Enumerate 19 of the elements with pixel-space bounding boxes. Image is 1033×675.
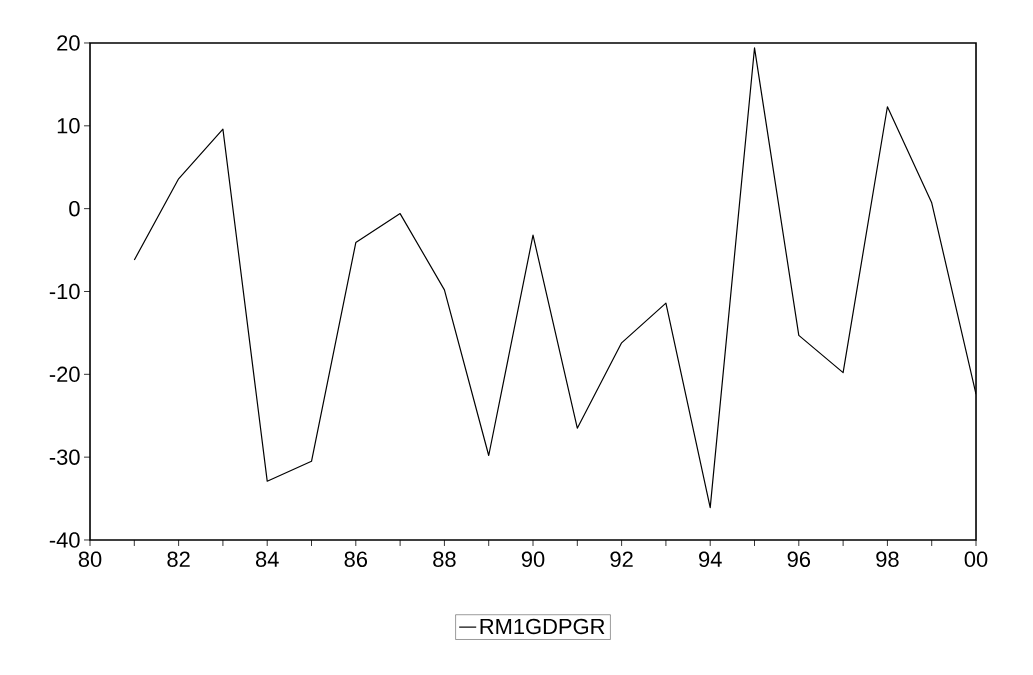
x-tick-label: 86	[344, 551, 368, 568]
x-tick-label: 80	[78, 551, 102, 568]
y-tick-label: -10	[49, 283, 80, 300]
x-tick-label: 92	[610, 551, 633, 568]
y-tick-label: -20	[49, 366, 80, 383]
y-tick-label: -40	[49, 532, 80, 548]
x-tick-label: 96	[787, 551, 811, 568]
x-tick-label: 94	[699, 551, 722, 568]
x-tick-label: 98	[876, 551, 899, 568]
x-tick-label: 84	[255, 551, 279, 568]
y-tick-label: -30	[49, 449, 80, 465]
x-tick-label: 00	[964, 551, 988, 568]
legend-label: RM1GDPGR	[480, 618, 605, 635]
x-tick-label: 88	[433, 551, 456, 568]
y-tick-label: 0	[69, 200, 80, 217]
x-tick-label: 90	[521, 551, 545, 568]
y-tick-label: 20	[57, 35, 80, 51]
y-tick-label: 10	[57, 118, 80, 134]
x-tick-label: 82	[167, 551, 190, 568]
